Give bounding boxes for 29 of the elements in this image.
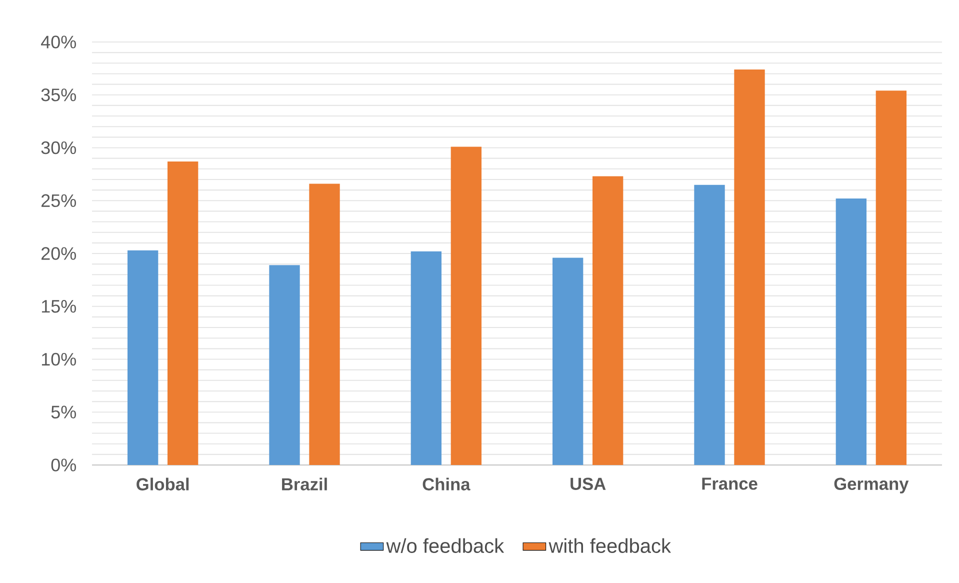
y-tick-label: 0% — [51, 458, 76, 472]
bar — [836, 198, 867, 465]
bar — [168, 162, 198, 465]
x-tick-label: Global — [136, 478, 189, 490]
y-tick-label: 15% — [42, 300, 76, 313]
y-tick-label: 20% — [42, 247, 76, 260]
bar — [410, 251, 442, 465]
bar — [450, 146, 482, 465]
y-tick-label: 25% — [42, 194, 76, 207]
y-tick-label: 30% — [41, 141, 76, 154]
bar — [128, 250, 158, 465]
y-tick-label: 10% — [42, 352, 76, 366]
x-tick-label: Brazil — [282, 478, 327, 490]
y-tick-label: 40% — [41, 36, 76, 48]
x-tick-label: USA — [570, 478, 606, 490]
y-tick-label: 5% — [51, 406, 76, 418]
bar — [269, 265, 300, 465]
bar — [876, 90, 907, 465]
x-tick-label: France — [702, 478, 758, 490]
x-tick-label: Germany — [834, 478, 909, 494]
bar — [592, 176, 624, 465]
y-tick-label: 35% — [41, 88, 76, 102]
legend-label: w/o feedback — [386, 538, 504, 553]
bar — [734, 70, 765, 465]
legend-label: with feedback — [548, 538, 672, 553]
bar — [309, 184, 340, 465]
bar — [552, 258, 584, 465]
bar — [694, 184, 725, 465]
x-tick-label: China — [422, 478, 470, 490]
